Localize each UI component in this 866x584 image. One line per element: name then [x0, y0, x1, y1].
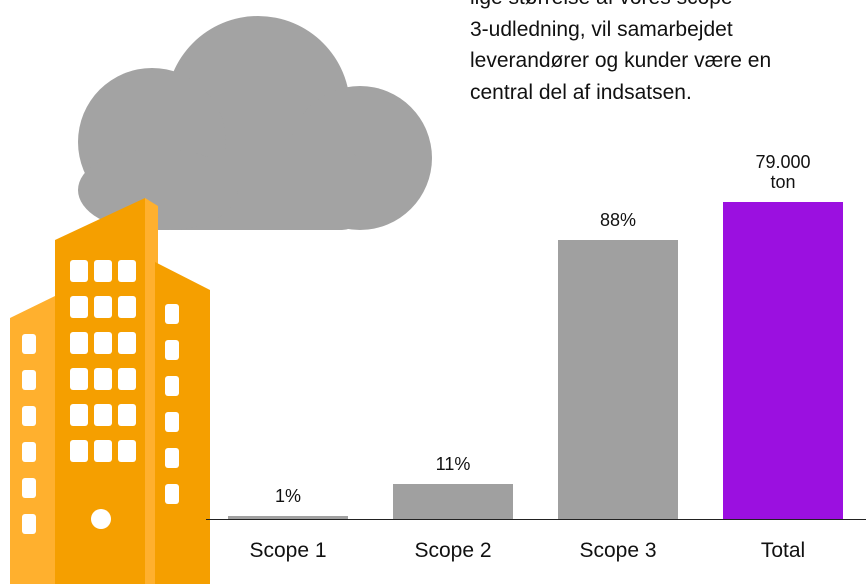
window — [70, 368, 88, 390]
window — [118, 440, 136, 462]
x-tick-label: Total — [760, 539, 806, 562]
window — [165, 412, 179, 432]
window — [94, 404, 112, 426]
window — [165, 448, 179, 468]
data-label: 11% — [435, 454, 471, 475]
window — [118, 404, 136, 426]
x-tick-label: Scope 1 — [249, 539, 327, 562]
window — [94, 368, 112, 390]
bar — [723, 202, 843, 519]
window — [22, 442, 36, 462]
text-line: leverandører og kunder være en — [470, 49, 772, 72]
window — [70, 404, 88, 426]
window — [70, 260, 88, 282]
window — [118, 296, 136, 318]
window — [22, 370, 36, 390]
bar — [558, 240, 678, 519]
window — [22, 514, 36, 534]
window — [70, 296, 88, 318]
window — [165, 340, 179, 360]
x-tick-label: Scope 2 — [414, 539, 492, 562]
window — [22, 334, 36, 354]
window — [165, 376, 179, 396]
paragraph: lige størrelse af vores scope 3-udlednin… — [470, 0, 771, 108]
data-label: 1% — [274, 485, 301, 506]
window — [165, 304, 179, 324]
window — [94, 440, 112, 462]
x-tick-label: Scope 3 — [579, 539, 657, 562]
window — [70, 332, 88, 354]
window — [22, 406, 36, 426]
baseline — [206, 519, 866, 520]
bar — [228, 515, 348, 519]
window — [94, 332, 112, 354]
window — [94, 260, 112, 282]
data-label: 79.000 ton — [755, 152, 811, 192]
text-line: 3-udledning, vil samarbejdet — [470, 17, 733, 41]
window — [118, 332, 136, 354]
window — [118, 260, 136, 282]
window — [165, 484, 179, 504]
bar — [393, 484, 513, 519]
buildings — [10, 198, 210, 584]
text-line: central del af indsatsen. — [470, 80, 692, 104]
data-label: 88% — [599, 210, 637, 231]
window — [118, 368, 136, 390]
window — [94, 296, 112, 318]
text-line: lige størrelse af vores scope — [470, 0, 771, 14]
cloud — [78, 16, 432, 230]
window — [70, 440, 88, 462]
window — [22, 478, 36, 498]
